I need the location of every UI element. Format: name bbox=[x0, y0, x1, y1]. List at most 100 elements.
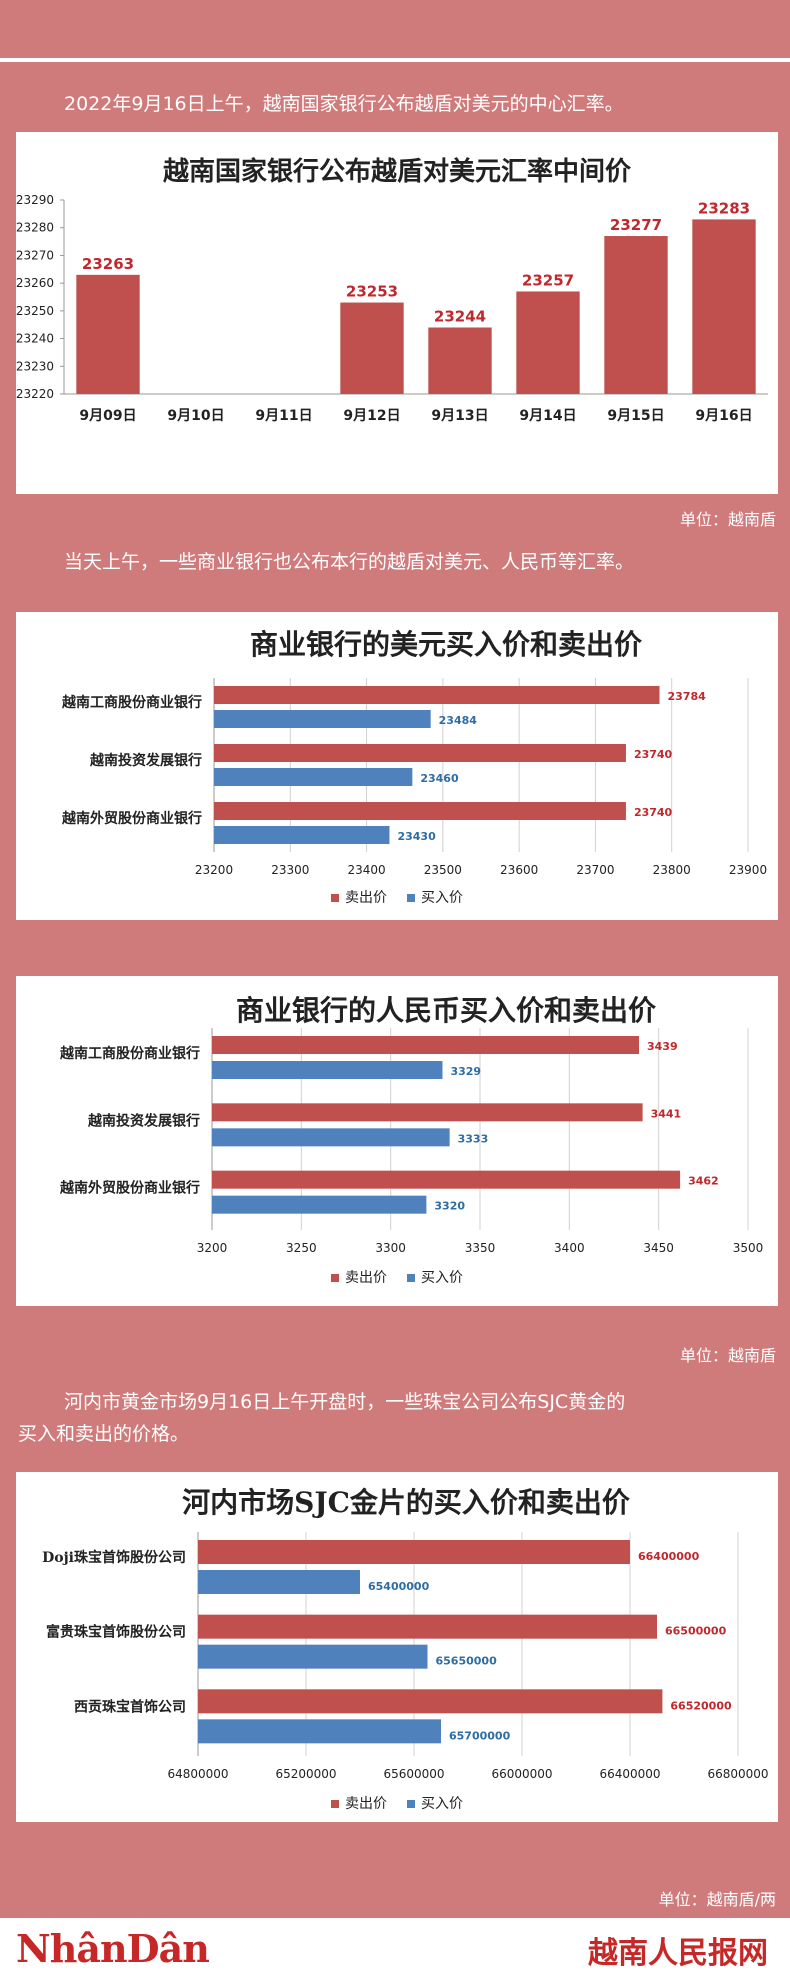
bar-sell bbox=[214, 744, 626, 762]
category-label: 越南外贸股份商业银行 bbox=[61, 810, 202, 827]
chart-card-1: 越南国家银行公布越盾对美元汇率中间价 23220 23230 23240 23250 23… bbox=[16, 132, 778, 494]
data-label-buy: 3320 bbox=[434, 1200, 465, 1213]
legend-swatch-sell bbox=[331, 1274, 339, 1282]
bar bbox=[692, 219, 756, 394]
y-tick-label: 23240 bbox=[16, 332, 54, 346]
category-label: 西贡珠宝首饰公司 bbox=[74, 1698, 186, 1715]
bar bbox=[516, 291, 580, 394]
bar-sell bbox=[198, 1614, 657, 1639]
bar-buy bbox=[198, 1570, 360, 1594]
x-tick-label: 9月15日 bbox=[607, 408, 664, 424]
x-tick-label: 66400000 bbox=[599, 1767, 660, 1781]
x-tick-label: 3500 bbox=[733, 1241, 764, 1255]
x-tick-label: 3200 bbox=[197, 1241, 228, 1255]
legend-swatch-sell bbox=[331, 1800, 339, 1808]
data-label-buy: 3333 bbox=[458, 1132, 489, 1145]
x-tick-label: 9月10日 bbox=[167, 408, 224, 424]
legend-swatch-buy bbox=[407, 1800, 415, 1808]
bar-sell bbox=[212, 1170, 681, 1189]
unit-label-2: 单位：越南盾 bbox=[679, 1346, 776, 1365]
chart-title: 商业银行的美元买入价和卖出价 bbox=[250, 628, 643, 661]
legend-label-sell: 卖出价 bbox=[345, 1796, 387, 1812]
x-tick-label: 23700 bbox=[576, 863, 614, 877]
bar-buy bbox=[212, 1128, 450, 1147]
bar bbox=[428, 327, 492, 394]
data-label: 23244 bbox=[434, 307, 486, 325]
chart-title: 越南国家银行公布越盾对美元汇率中间价 bbox=[163, 156, 632, 187]
chart-central-rate: 越南国家银行公布越盾对美元汇率中间价2322023230232402325023… bbox=[16, 156, 768, 424]
y-tick-label: 23270 bbox=[16, 248, 54, 262]
x-tick-label: 23200 bbox=[195, 863, 233, 877]
bar-buy bbox=[214, 710, 431, 728]
x-tick-label: 3450 bbox=[643, 1241, 674, 1255]
y-tick-label: 23220 bbox=[16, 387, 54, 401]
data-label: 23263 bbox=[82, 255, 134, 273]
bar-sell bbox=[212, 1036, 640, 1054]
intro-text: 2022年9月16日上午，越南国家银行公布越盾对美元的中心汇率。 bbox=[64, 93, 624, 115]
y-tick-label: 23260 bbox=[16, 276, 54, 290]
data-label-buy: 65650000 bbox=[436, 1655, 498, 1668]
bar-sell bbox=[214, 686, 660, 704]
bar bbox=[76, 274, 140, 394]
x-tick-label: 9月16日 bbox=[695, 408, 752, 424]
category-label: 富贵珠宝首饰股份公司 bbox=[46, 1624, 186, 1641]
footer: NhânDân 越南人民报网 bbox=[0, 1918, 790, 1975]
bar bbox=[604, 236, 668, 394]
bar-sell bbox=[212, 1103, 643, 1122]
bar-buy bbox=[198, 1644, 428, 1669]
x-tick-label: 66800000 bbox=[707, 1767, 768, 1781]
data-label: 23277 bbox=[610, 216, 662, 234]
bar-buy bbox=[198, 1719, 441, 1744]
data-label-buy: 65400000 bbox=[368, 1580, 430, 1593]
x-tick-label: 65200000 bbox=[275, 1767, 336, 1781]
data-label: 23283 bbox=[698, 199, 750, 217]
x-tick-label: 23500 bbox=[424, 863, 462, 877]
data-label-sell: 66500000 bbox=[665, 1625, 727, 1638]
bar-sell bbox=[198, 1540, 630, 1564]
category-label: 越南工商股份商业银行 bbox=[59, 1045, 200, 1062]
legend-label-buy: 买入价 bbox=[421, 1270, 463, 1286]
legend-label-buy: 买入价 bbox=[421, 1796, 463, 1812]
chart-title: 商业银行的人民币买入价和卖出价 bbox=[236, 994, 657, 1027]
data-label-sell: 3439 bbox=[647, 1040, 678, 1053]
data-label-buy: 23484 bbox=[439, 714, 478, 727]
x-tick-label: 3300 bbox=[375, 1241, 406, 1255]
data-label-sell: 23740 bbox=[634, 806, 673, 819]
bar-buy bbox=[214, 826, 390, 844]
legend-swatch-buy bbox=[407, 1274, 415, 1282]
nhandan-logo: NhânDân bbox=[16, 1926, 210, 1971]
chart-usd-rates: 商业银行的美元买入价和卖出价 23200 23300 23400 23500 23600 2… bbox=[61, 628, 767, 906]
data-label-buy: 23430 bbox=[397, 830, 436, 843]
x-tick-label: 9月12日 bbox=[343, 408, 400, 424]
x-tick-label: 3250 bbox=[286, 1241, 317, 1255]
bar-buy bbox=[212, 1195, 427, 1214]
x-tick-label: 9月11日 bbox=[255, 408, 312, 424]
bar-sell bbox=[198, 1689, 663, 1714]
plot-area: 23220 23230 23240 23250 23260 23270 23280 23290… bbox=[16, 193, 768, 424]
chart-cny-rates: 商业银行的人民币买入价和卖出价 3200 3250 3300 3350 3400 3450 3… bbox=[59, 994, 764, 1286]
bar-buy bbox=[212, 1061, 443, 1079]
x-tick-label: 3400 bbox=[554, 1241, 585, 1255]
x-tick-label: 64800000 bbox=[167, 1767, 228, 1781]
unit-label-1: 单位：越南盾 bbox=[679, 510, 776, 529]
x-tick-label: 23800 bbox=[653, 863, 691, 877]
top-divider bbox=[0, 58, 790, 62]
x-tick-label: 9月13日 bbox=[431, 408, 488, 424]
y-tick-label: 23280 bbox=[16, 221, 54, 235]
category-label: 越南外贸股份商业银行 bbox=[59, 1180, 200, 1197]
y-tick-label: 23250 bbox=[16, 304, 54, 318]
data-label: 23257 bbox=[522, 271, 574, 289]
bar-sell bbox=[214, 802, 626, 820]
legend-swatch-buy bbox=[407, 894, 415, 902]
site-logo: 越南人民报网 bbox=[588, 1936, 768, 1971]
x-tick-label: 23600 bbox=[500, 863, 538, 877]
data-label-sell: 3441 bbox=[651, 1107, 682, 1120]
data-label-buy: 3329 bbox=[450, 1065, 481, 1078]
data-label-sell: 66400000 bbox=[638, 1550, 700, 1563]
y-tick-label: 23290 bbox=[16, 193, 54, 207]
chart-card-2: 商业银行的美元买入价和卖出价 23200 23300 23400 23500 23600 2… bbox=[16, 612, 778, 920]
chart-card-3: 商业银行的人民币买入价和卖出价 3200 3250 3300 3350 3400 3450 3… bbox=[16, 976, 778, 1306]
text-gold-market-line2: 买入和卖出的价格。 bbox=[18, 1423, 190, 1445]
category-label: 越南投资发展银行 bbox=[87, 1112, 200, 1129]
x-tick-label: 66000000 bbox=[491, 1767, 552, 1781]
